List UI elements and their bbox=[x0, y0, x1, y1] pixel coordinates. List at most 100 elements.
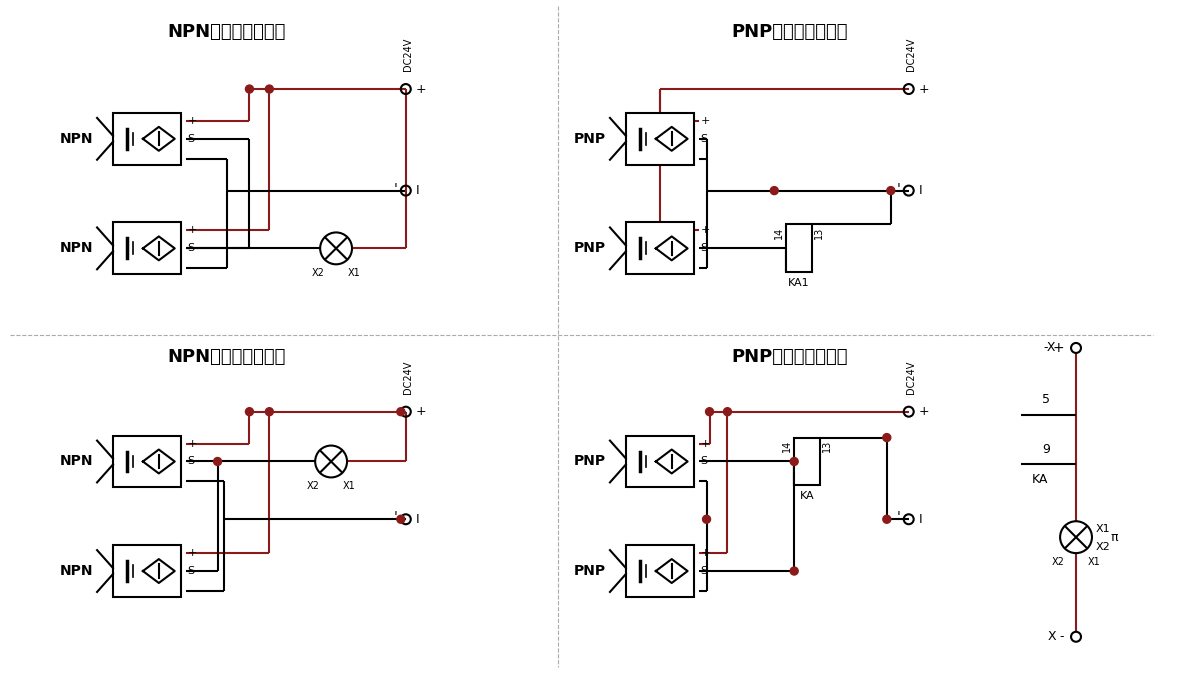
Text: -: - bbox=[188, 263, 192, 273]
Text: DC24V: DC24V bbox=[402, 360, 413, 393]
Bar bbox=[113, 545, 181, 597]
Text: KA: KA bbox=[800, 491, 814, 502]
Text: X1: X1 bbox=[1088, 557, 1100, 567]
Text: I: I bbox=[415, 184, 419, 197]
Text: NPN型接近开关串联: NPN型接近开关串联 bbox=[168, 23, 286, 41]
Text: S: S bbox=[188, 243, 195, 254]
Text: NPN: NPN bbox=[60, 132, 93, 146]
Circle shape bbox=[1061, 521, 1092, 553]
Text: S: S bbox=[700, 134, 707, 144]
Text: ': ' bbox=[897, 182, 901, 195]
Text: DC24V: DC24V bbox=[402, 38, 413, 71]
Circle shape bbox=[245, 408, 254, 416]
Text: X2: X2 bbox=[1052, 557, 1064, 567]
Text: NPN型接近开关并联: NPN型接近开关并联 bbox=[168, 348, 286, 366]
Bar bbox=[113, 113, 181, 165]
Text: +: + bbox=[188, 225, 198, 235]
Text: 5: 5 bbox=[1043, 393, 1050, 406]
Circle shape bbox=[320, 233, 352, 264]
Text: -: - bbox=[700, 153, 705, 164]
Circle shape bbox=[883, 515, 891, 523]
Text: +: + bbox=[918, 405, 929, 418]
Text: +: + bbox=[415, 405, 426, 418]
Text: PNP: PNP bbox=[573, 564, 606, 578]
Bar bbox=[786, 224, 812, 272]
Text: NPN: NPN bbox=[60, 564, 93, 578]
Bar bbox=[794, 437, 820, 485]
Text: PNP: PNP bbox=[573, 454, 606, 468]
Bar bbox=[113, 435, 181, 487]
Text: S: S bbox=[188, 134, 195, 144]
Text: +: + bbox=[188, 548, 198, 558]
Text: π: π bbox=[1111, 531, 1118, 544]
Circle shape bbox=[266, 408, 273, 416]
Circle shape bbox=[771, 187, 778, 195]
Text: ': ' bbox=[394, 182, 397, 195]
Text: +: + bbox=[700, 439, 710, 449]
Text: -: - bbox=[188, 153, 192, 164]
Text: X1: X1 bbox=[1096, 524, 1111, 534]
Text: 14: 14 bbox=[782, 439, 792, 452]
Text: -: - bbox=[700, 586, 705, 596]
Text: +: + bbox=[700, 548, 710, 558]
Text: X1: X1 bbox=[342, 481, 356, 491]
Text: X2: X2 bbox=[306, 481, 320, 491]
Circle shape bbox=[790, 567, 798, 575]
Bar bbox=[626, 545, 693, 597]
Circle shape bbox=[213, 458, 221, 466]
Text: S: S bbox=[700, 566, 707, 576]
Text: 9: 9 bbox=[1043, 443, 1050, 456]
Text: S: S bbox=[188, 456, 195, 466]
Text: PNP: PNP bbox=[573, 132, 606, 146]
Bar bbox=[113, 222, 181, 274]
Circle shape bbox=[266, 85, 273, 93]
Text: -: - bbox=[700, 477, 705, 487]
Text: I: I bbox=[918, 513, 923, 526]
Circle shape bbox=[790, 458, 798, 466]
Text: I: I bbox=[415, 513, 419, 526]
Text: ': ' bbox=[897, 510, 901, 525]
Text: PNP: PNP bbox=[573, 241, 606, 256]
Text: 13: 13 bbox=[814, 226, 824, 239]
Text: I: I bbox=[918, 184, 923, 197]
Text: -X: -X bbox=[1044, 341, 1056, 354]
Circle shape bbox=[705, 408, 713, 416]
Circle shape bbox=[397, 408, 405, 416]
Text: NPN: NPN bbox=[60, 241, 93, 256]
Text: -: - bbox=[1059, 630, 1064, 644]
Text: KA1: KA1 bbox=[789, 279, 810, 288]
Text: X: X bbox=[1047, 630, 1056, 644]
Circle shape bbox=[703, 515, 711, 523]
Text: -: - bbox=[188, 477, 192, 487]
Text: S: S bbox=[700, 243, 707, 254]
Text: X2: X2 bbox=[1096, 542, 1111, 552]
Text: 14: 14 bbox=[774, 226, 784, 239]
Text: 13: 13 bbox=[822, 439, 832, 452]
Text: PNP型接近开关并联: PNP型接近开关并联 bbox=[731, 348, 847, 366]
Circle shape bbox=[723, 408, 731, 416]
Text: +: + bbox=[918, 82, 929, 95]
Text: +: + bbox=[1052, 341, 1064, 355]
Text: NPN: NPN bbox=[60, 454, 93, 468]
Text: -: - bbox=[188, 586, 192, 596]
Text: X2: X2 bbox=[311, 268, 324, 279]
Text: +: + bbox=[415, 82, 426, 95]
Bar bbox=[626, 113, 693, 165]
Text: KA: KA bbox=[1032, 473, 1049, 486]
Text: +: + bbox=[188, 439, 198, 449]
Circle shape bbox=[315, 445, 347, 477]
Circle shape bbox=[397, 515, 405, 523]
Text: +: + bbox=[700, 225, 710, 235]
Bar bbox=[626, 222, 693, 274]
Bar bbox=[626, 435, 693, 487]
Text: +: + bbox=[188, 116, 198, 126]
Text: S: S bbox=[188, 566, 195, 576]
Circle shape bbox=[245, 85, 254, 93]
Text: ': ' bbox=[394, 510, 397, 525]
Text: -: - bbox=[700, 263, 705, 273]
Text: DC24V: DC24V bbox=[906, 38, 916, 71]
Text: +: + bbox=[700, 116, 710, 126]
Text: DC24V: DC24V bbox=[906, 360, 916, 393]
Circle shape bbox=[887, 187, 895, 195]
Text: S: S bbox=[700, 456, 707, 466]
